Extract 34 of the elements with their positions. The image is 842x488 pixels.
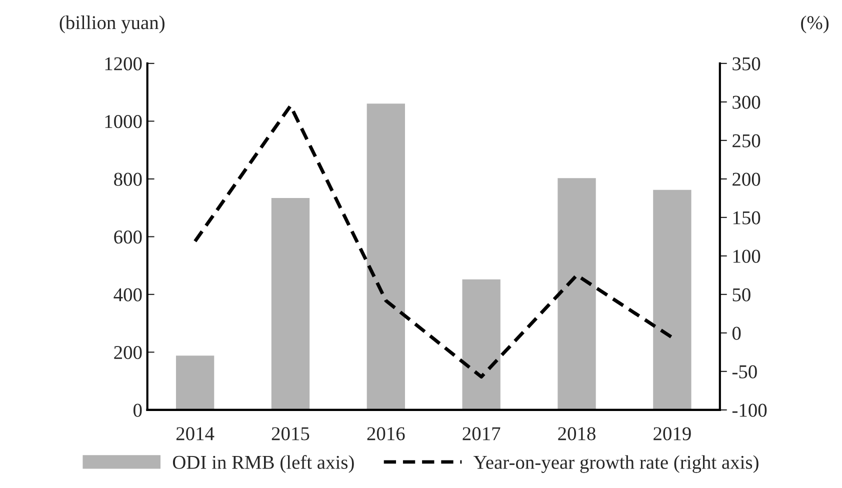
y2-tick-label: 50 — [732, 288, 750, 302]
y2-axis-title: (%) — [801, 16, 829, 34]
y2-tick-label: -100 — [732, 404, 767, 417]
bar — [462, 279, 500, 410]
bar — [366, 104, 405, 410]
y2-tick-label: 300 — [732, 96, 760, 109]
legend-label: Year-on-year growth rate (right axis) — [474, 455, 758, 473]
y-tick-label: 1000 — [105, 115, 142, 128]
bar — [176, 356, 214, 410]
legend-label: ODI in RMB (left axis) — [172, 455, 354, 473]
y2-tick-label: 200 — [732, 172, 760, 186]
y2-tick-label: 100 — [733, 250, 760, 263]
x-tick-label: 2017 — [462, 427, 500, 440]
bar — [271, 198, 310, 410]
x-tick-label: 2015 — [272, 427, 310, 440]
y-tick-label: 1200 — [105, 57, 142, 70]
x-tick-label: 2014 — [176, 427, 214, 440]
x-tick-label: 2019 — [654, 427, 691, 440]
line-series — [193, 104, 674, 379]
y2-tick-label: -50 — [732, 365, 757, 378]
y-tick-label: 400 — [114, 288, 142, 302]
y-tick-label: 200 — [114, 346, 142, 360]
x-tick-label: 2016 — [367, 427, 405, 440]
y2-tick-label: 350 — [732, 57, 760, 70]
bar — [653, 190, 692, 410]
y2-tick-label: 0 — [732, 326, 741, 340]
y-tick-label: 600 — [114, 230, 142, 244]
y-tick-label: 800 — [114, 172, 142, 186]
x-tick-label: 2018 — [558, 427, 596, 440]
y-axis-title: (billion yuan) — [60, 16, 164, 34]
y2-tick-label: 150 — [733, 211, 760, 224]
bar — [558, 178, 596, 410]
y-tick-label: 0 — [134, 404, 142, 417]
y2-tick-label: 250 — [732, 134, 760, 148]
